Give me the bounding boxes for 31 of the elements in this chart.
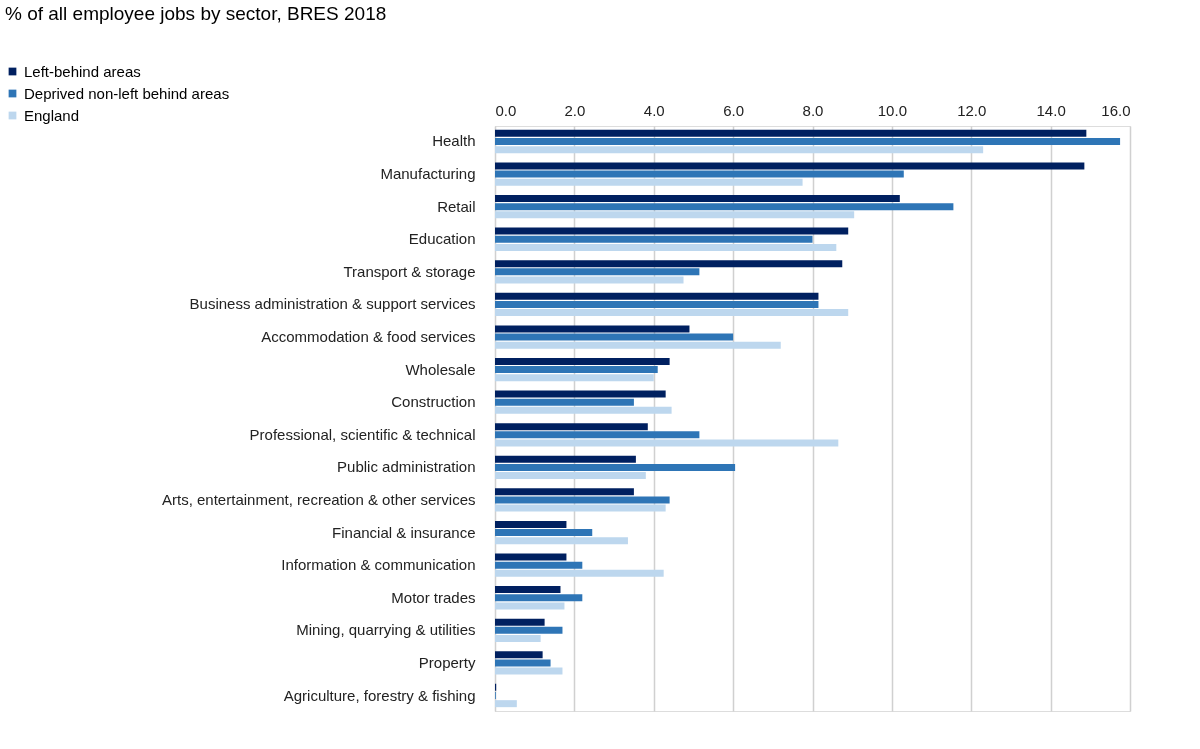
y-tick-label: Property [418,653,476,671]
y-tick-label: Manufacturing [380,165,476,183]
x-tick-label: 0.0 [495,101,517,119]
x-tick-label: 16.0 [1101,101,1131,119]
y-tick-label: Education [408,230,476,248]
x-tick-label: 10.0 [877,101,907,119]
y-tick-label: Information & communication [281,556,476,574]
x-tick-label: 4.0 [643,101,665,119]
y-tick-label: Financial & insurance [332,523,476,541]
x-tick-label: 6.0 [723,101,745,119]
y-tick-label: Construction [391,393,476,411]
legend-label: Deprived non-left behind areas [24,84,230,102]
legend-label: England [24,106,80,124]
y-tick-label: Arts, entertainment, recreation & other services [162,490,476,508]
y-tick-label: Retail [437,197,476,215]
y-tick-label: Transport & storage [343,262,476,280]
y-tick-label: Wholesale [405,360,476,378]
x-tick-label: 14.0 [1036,101,1066,119]
x-tick-label: 2.0 [564,101,586,119]
y-tick-label: Motor trades [391,588,476,606]
y-tick-label: Public administration [337,458,476,476]
y-tick-label: Professional, scientific & technical [249,425,476,443]
legend-label: Left-behind areas [24,62,141,80]
y-tick-label: Business administration & support services [189,295,476,313]
y-tick-label: Accommodation & food services [261,328,476,346]
y-tick-label: Agriculture, forestry & fishing [283,686,476,704]
y-tick-label: Mining, quarrying & utilities [296,621,476,639]
text: % of all employee jobs by sector, BRES 2018 [5,3,387,24]
x-tick-label: 12.0 [957,101,987,119]
y-tick-label: Health [432,132,476,150]
x-tick-label: 8.0 [802,101,824,119]
